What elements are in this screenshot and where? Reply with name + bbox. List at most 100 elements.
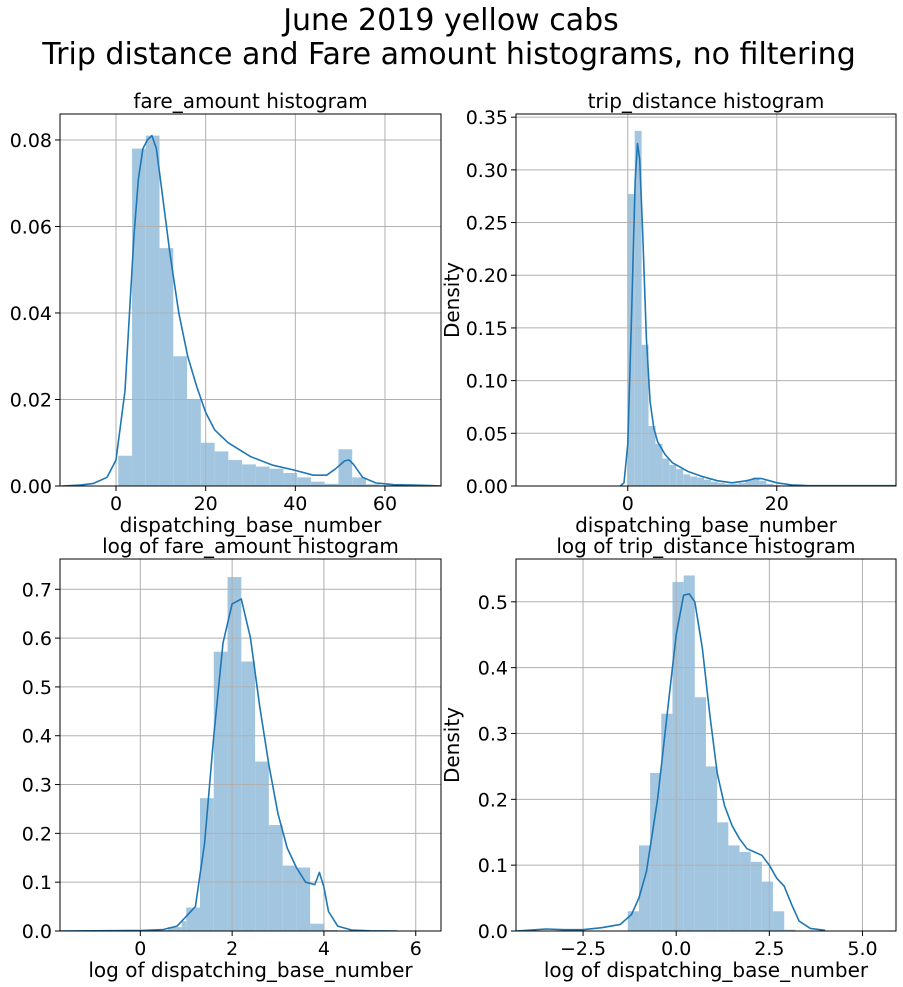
chart-2-bar-3 [641,344,649,486]
chart-1-xlabel: dispatching_base_number [120,513,383,537]
chart-2-xlabel: dispatching_base_number [575,513,838,537]
chart-3-xtick-label-1: 0 [134,938,146,960]
chart-1-ytick-label-5: 0.08 [10,130,52,152]
chart-2-ytick-label-3: 0.10 [466,371,508,393]
chart-3-xtick-label-2: 2 [226,938,238,960]
chart-2-ytick-label-1: 0.00 [466,476,508,498]
suptitle-line-1: June 2019 yellow cabs [281,3,619,38]
chart-4-bar-15 [784,929,796,931]
chart-3-ytick-label-8: 0.7 [22,579,52,601]
chart-1-ytick-label-1: 0.00 [10,476,52,498]
chart-4-xtick-label-3: 2.5 [754,938,784,960]
chart-2-bar-21 [766,483,774,486]
chart-1-bar-14 [297,477,311,486]
chart-2-bar-4 [648,425,656,486]
chart-2-ylabel: Density [440,262,464,338]
chart-2-bar-18 [745,479,753,486]
chart-2-bar-2 [634,130,642,486]
chart-4-bar-9 [717,822,729,931]
chart-4-bar-6 [683,575,695,931]
chart-4-ytick-label-1: 0.0 [478,921,508,943]
chart-2-bar-12 [703,479,711,486]
chart-4-ylabel: Density [440,707,464,783]
chart-1-bar-5 [173,356,188,486]
chart-4-bar-5 [672,582,684,931]
chart-3-bar-14 [310,923,324,931]
chart-3-ytick-label-6: 0.5 [22,677,52,699]
chart-2-bar-6 [662,458,670,486]
chart-2-xtick-label-1: 0 [622,493,634,515]
chart-2-bar-20 [759,480,767,486]
chart-2-kde-line [619,142,896,486]
chart-1-ytick-label-4: 0.06 [10,216,52,238]
chart-1-bar-6 [187,399,201,486]
chart-3-ytick-label-7: 0.6 [22,628,52,650]
chart-1-bar-12 [269,468,284,486]
chart-4-bar-7 [694,697,706,931]
chart-3-bar-6 [200,798,214,931]
chart-4-xtick-label-4: 5.0 [847,938,877,960]
chart-3-xtick-label-3: 4 [318,938,330,960]
chart-2-xtick-label-2: 20 [765,493,789,515]
chart-3-bar-3 [167,927,182,931]
chart-2-frame [515,113,897,487]
suptitle-line-2: Trip distance and Fare amount histograms… [41,37,856,72]
chart-1-bar-18 [352,477,366,486]
chart-2-bar-15 [724,483,732,486]
chart-2-bar-7 [669,464,677,486]
chart-3-title: log of fare_amount histogram [102,534,399,558]
chart-4-ytick-label-3: 0.2 [478,789,508,811]
chart-3-bar-12 [282,865,297,931]
chart-2-bar-9 [683,474,691,486]
chart-3-xlabel: log of dispatching_base_number [88,958,413,982]
chart-1-bar-15 [310,481,325,486]
chart-1-kde-line [62,134,441,486]
chart-1-bar-9 [228,460,243,486]
chart-1-bar-7 [200,442,215,486]
chart-4-bar-1 [627,911,639,931]
chart-3-bar-10 [255,761,269,931]
chart-4-ytick-label-5: 0.4 [478,658,508,680]
chart-4-bar-2 [638,845,651,931]
chart-3-bar-13 [296,867,311,931]
chart-4-bar-4 [661,713,673,931]
chart-2-ytick-label-4: 0.15 [466,318,508,340]
chart-1-bar-13 [283,473,298,486]
chart-4-xtick-label-1: −2.5 [560,938,606,960]
chart-3: 0 2 4 6 0.0 0.1 0.2 0.3 0.4 0.5 0.6 0.7 log of fare_… [22,534,442,982]
chart-1-bar-16 [324,483,339,486]
chart-1-bar-8 [214,451,229,486]
chart-1-bar-4 [159,248,174,486]
chart-3-xtick-label-4: 6 [410,938,422,960]
chart-4-bar-11 [739,851,751,931]
chart-4: −2.5 0.0 2.5 5.0 0.0 0.1 0.2 0.3 0.4 0.5 log of tr… [440,534,897,982]
chart-1-xtick-label-1: 0 [110,493,122,515]
chart-3-kde-line [60,598,398,931]
chart-1: 0 20 40 60 0.00 0.02 0.04 0.06 0.08 fare_amount h… [10,89,442,537]
chart-4-kde-line [516,593,826,931]
chart-4-bar-13 [761,881,774,931]
chart-3-ytick-label-1: 0.0 [22,921,52,943]
chart-1-ytick-label-2: 0.02 [10,389,52,411]
chart-3-ytick-label-5: 0.4 [22,726,52,748]
chart-2-ytick-label-2: 0.05 [466,423,508,445]
chart-3-bar-5 [186,907,201,931]
chart-3-bar-4 [181,921,187,931]
chart-2-title: trip_distance histogram [588,89,825,113]
chart-4-xlabel: log of dispatching_base_number [544,958,869,982]
chart-3-bar-9 [241,661,256,931]
chart-1-bar-19 [365,484,380,486]
chart-4-xtick-label-2: 0.0 [661,938,691,960]
chart-2-bar-19 [752,477,760,486]
chart-3-bar-7 [213,651,228,931]
chart-1-title: fare_amount histogram [133,89,367,113]
chart-2-bar-14 [717,482,725,486]
chart-1-bar-1 [118,455,133,486]
chart-2-bar-11 [697,477,704,486]
chart-3-bar-8 [227,577,242,931]
chart-2-bar-17 [738,482,746,486]
chart-2-bar-13 [710,481,718,486]
chart-4-bar-8 [706,766,718,931]
chart-1-xtick-label-3: 40 [283,493,307,515]
